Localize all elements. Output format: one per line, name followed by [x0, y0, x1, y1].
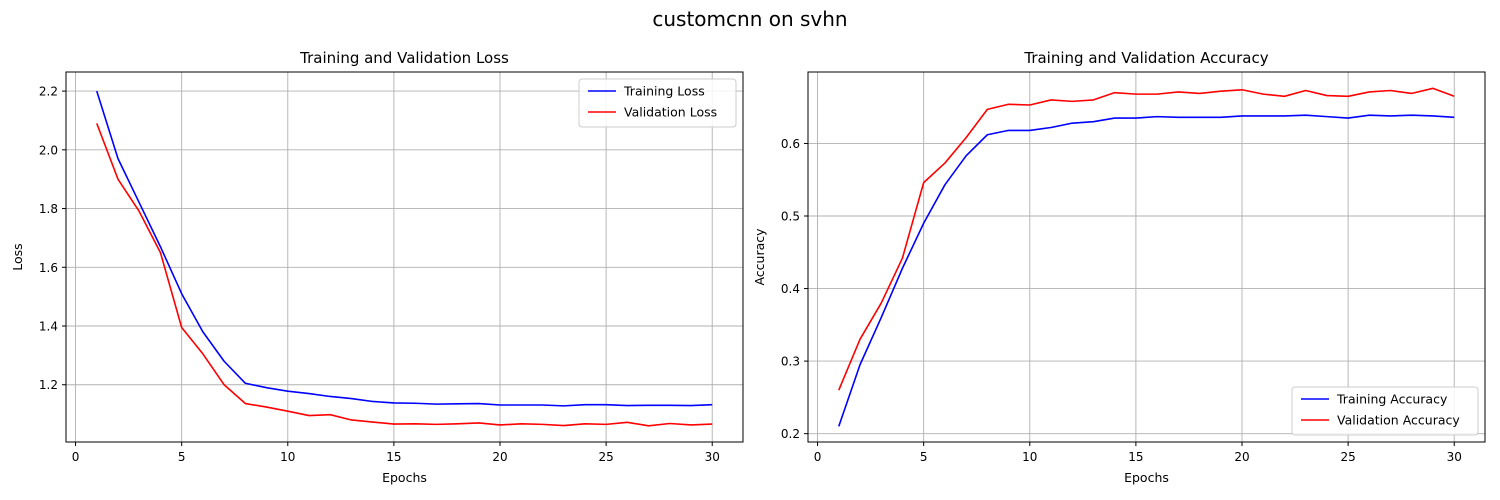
x-tick-label: 15	[1128, 450, 1143, 464]
figure-title: customcnn on svhn	[652, 7, 847, 31]
x-tick-label: 10	[1022, 450, 1037, 464]
y-tick-label: 0.2	[781, 427, 800, 441]
plot-frame	[65, 71, 744, 443]
x-tick-label: 20	[1234, 450, 1249, 464]
series-line-validation-loss	[96, 123, 713, 427]
y-tick-label: 1.4	[39, 320, 58, 334]
y-tick-label: 0.4	[781, 282, 800, 296]
x-tick-label: 30	[1447, 450, 1462, 464]
y-tick-label: 0.3	[781, 355, 800, 369]
y-tick-label: 2.2	[39, 85, 58, 99]
x-axis-label: Epochs	[1124, 470, 1169, 485]
x-tick-label: 0	[72, 450, 80, 464]
x-axis-label: Epochs	[382, 470, 427, 485]
y-tick-label: 0.6	[781, 137, 800, 151]
x-tick-label: 10	[280, 450, 295, 464]
legend-label: Validation Loss	[624, 105, 717, 120]
y-axis-label: Accuracy	[752, 228, 767, 286]
x-tick-label: 30	[705, 450, 720, 464]
legend-box	[578, 78, 737, 128]
series-line-training-accuracy	[838, 114, 1455, 427]
legend-label: Training Accuracy	[1336, 392, 1448, 407]
legend-box	[1291, 386, 1479, 436]
series-line-validation-accuracy	[838, 87, 1455, 391]
accuracy-chart: 0 5 10 15 20 25 30 0.2 0.3 0.4 0.5 0.6 Training and …	[752, 49, 1486, 485]
x-tick-label: 25	[598, 450, 613, 464]
legend: Training Accuracy Validation Accuracy	[1291, 386, 1479, 436]
x-tick-label: 5	[920, 450, 928, 464]
x-tick-label: 0	[814, 450, 822, 464]
y-tick-label: 1.8	[39, 202, 58, 216]
x-tick-label: 15	[386, 450, 401, 464]
x-tick-label: 20	[492, 450, 507, 464]
legend-label: Training Loss	[623, 84, 705, 99]
y-tick-label: 0.5	[781, 210, 800, 224]
legend-label: Validation Accuracy	[1337, 413, 1460, 428]
x-tick-label: 25	[1340, 450, 1355, 464]
series-line-training-loss	[96, 90, 713, 407]
chart-title: Training and Validation Loss	[299, 49, 509, 67]
y-tick-label: 2.0	[39, 143, 58, 157]
x-tick-label: 5	[178, 450, 186, 464]
loss-chart: 0 5 10 15 20 25 30 1.2 1.4 1.6 1.8 2.0 2.2 Training a…	[10, 49, 744, 485]
chart-title: Training and Validation Accuracy	[1023, 49, 1268, 67]
y-tick-label: 1.2	[39, 378, 58, 392]
y-tick-label: 1.6	[39, 261, 58, 275]
legend: Training Loss Validation Loss	[578, 78, 737, 128]
plot-frame	[807, 71, 1486, 443]
y-axis-label: Loss	[10, 243, 25, 270]
